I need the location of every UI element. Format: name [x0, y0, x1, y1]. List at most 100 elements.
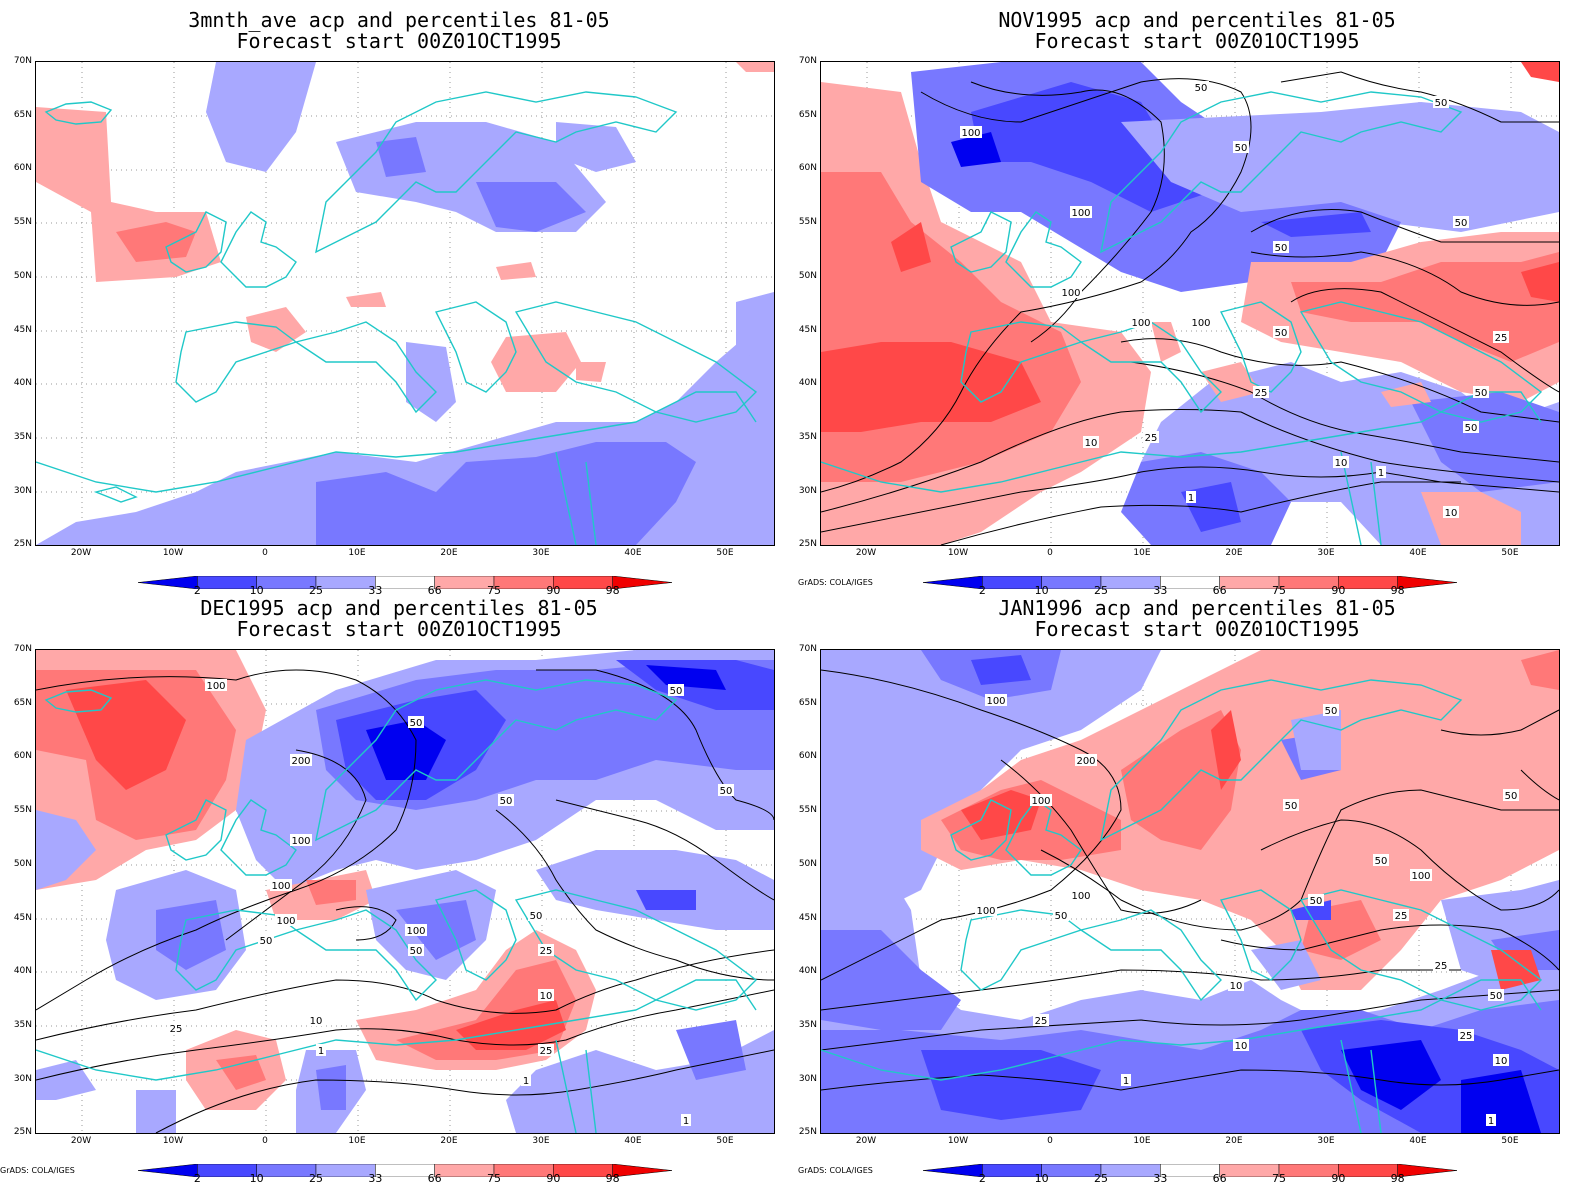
svg-text:100: 100 [1131, 318, 1150, 329]
contour-label: 10 [1228, 979, 1244, 992]
lon-label: 40E [624, 1136, 642, 1146]
contour-label: 50 [408, 716, 424, 729]
colorbar-segment [1397, 575, 1458, 590]
svg-text:100: 100 [1411, 871, 1430, 882]
svg-text:50: 50 [410, 946, 423, 957]
contour-label: 50 [1373, 854, 1389, 867]
panel-nov1995: NOV1995 acp and percentiles 81-05 Foreca… [798, 0, 1596, 598]
lon-label: 20W [70, 1136, 92, 1146]
lon-label: 50E [1501, 1136, 1519, 1146]
lon-label: 10E [1133, 548, 1151, 558]
lat-label: 60N [798, 751, 817, 762]
svg-text:50: 50 [1325, 706, 1338, 717]
lon-label: 0 [1047, 548, 1053, 558]
contour-label: 50 [1488, 989, 1504, 1002]
colorbar-value: 10 [249, 1172, 264, 1185]
lat-label: 70N [798, 644, 817, 654]
colorbar-segment [434, 1163, 495, 1178]
svg-text:25: 25 [1255, 388, 1268, 399]
svg-text:25: 25 [170, 1024, 183, 1035]
panel-subtitle: Forecast start 00Z01OCT1995 [236, 617, 562, 641]
svg-text:50: 50 [1435, 98, 1448, 109]
svg-text:25: 25 [1035, 1016, 1048, 1027]
percentile-shading [36, 62, 774, 545]
svg-text:25: 25 [1495, 333, 1508, 344]
lat-label: 30N [13, 485, 32, 496]
panel-dec1995: DEC1995 acp and percentiles 81-05 Foreca… [0, 588, 798, 1186]
lat-label: 25N [13, 539, 32, 550]
colorbar-value: 10 [249, 584, 264, 597]
colorbar-value: 10 [1034, 1172, 1049, 1185]
grads-credit: GrADS: COLA/IGES [798, 578, 873, 587]
svg-text:25: 25 [1460, 1031, 1473, 1042]
lat-label: 45N [798, 324, 817, 335]
svg-text:50: 50 [1195, 83, 1208, 94]
lon-label: 10E [1133, 1136, 1151, 1146]
colorbar [137, 1162, 673, 1178]
colorbar-value: 10 [1034, 584, 1049, 597]
contour-label: 10 [308, 1014, 324, 1027]
colorbar-value: 75 [1272, 1172, 1286, 1185]
lat-label: 30N [798, 485, 817, 496]
svg-text:1: 1 [1378, 468, 1384, 479]
contour-label: 10 [1493, 1054, 1509, 1067]
colorbar-value: 90 [546, 1172, 561, 1185]
svg-text:50: 50 [1275, 328, 1288, 339]
lat-label: 70N [798, 56, 817, 66]
contour-label: 1 [1376, 466, 1386, 479]
contour-label: 50 [668, 684, 684, 697]
colorbar-segment [493, 1163, 554, 1178]
contour-label: 25 [1143, 431, 1159, 444]
lon-label: 0 [262, 1136, 268, 1146]
colorbar-value: 98 [1390, 584, 1405, 597]
colorbar-value: 25 [1094, 1172, 1108, 1185]
contours [36, 669, 774, 1133]
lon-label: 30E [1317, 1136, 1335, 1146]
svg-text:50: 50 [1285, 801, 1298, 812]
colorbar-value: 75 [1272, 584, 1286, 597]
contour-label: 1 [1486, 1114, 1496, 1127]
contour-label: 25 [1458, 1029, 1474, 1042]
colorbar-value: 98 [605, 584, 620, 597]
lat-label: 70N [13, 56, 32, 66]
panel-subtitle: Forecast start 00Z01OCT1995 [1034, 617, 1360, 641]
colorbar-segment [982, 1163, 1042, 1178]
contour-label: 25 [1493, 331, 1509, 344]
contour-label: 10 [538, 989, 554, 1002]
colorbar-segment [553, 1163, 613, 1178]
contour-label: 1 [316, 1044, 326, 1057]
contour-label: 200 [1075, 754, 1097, 767]
lat-label: 55N [798, 805, 817, 816]
svg-text:200: 200 [1076, 756, 1095, 767]
lon-label: 20W [855, 1136, 877, 1146]
svg-text:50: 50 [1455, 218, 1468, 229]
lat-label: 35N [798, 431, 817, 442]
contour-label: 50 [1273, 326, 1289, 339]
colorbar-segment [256, 1163, 317, 1178]
colorbar-segment [1278, 1163, 1339, 1178]
grads-credit: GrADS: COLA/IGES [0, 1166, 75, 1175]
lat-label: 50N [13, 270, 32, 281]
svg-text:50: 50 [530, 911, 543, 922]
contour-label: 100 [275, 914, 297, 927]
contour-label: 50 [258, 934, 274, 947]
colorbar-segment [197, 1163, 257, 1178]
contour-label: 100 [205, 679, 227, 692]
lon-label: 30E [532, 548, 550, 558]
colorbar [137, 574, 673, 590]
contour-label: 1 [1186, 491, 1196, 504]
svg-text:1: 1 [318, 1046, 324, 1057]
contours [821, 71, 1559, 545]
svg-text:50: 50 [500, 796, 513, 807]
svg-text:100: 100 [976, 906, 995, 917]
svg-text:100: 100 [1191, 318, 1210, 329]
lon-label: 10W [162, 1136, 184, 1146]
panel-title: DEC1995 acp and percentiles 81-05 [200, 596, 598, 620]
colorbar-value: 75 [487, 584, 501, 597]
map-area: 100 50 50 200 100 50 50 100 100 25 50 100 50 25 25 10 10… [820, 649, 1560, 1134]
lon-label: 10W [947, 548, 969, 558]
contour-label: 100 [1030, 794, 1052, 807]
panel-title: NOV1995 acp and percentiles 81-05 [998, 8, 1396, 32]
svg-text:200: 200 [291, 756, 310, 767]
lon-label: 50E [716, 548, 734, 558]
